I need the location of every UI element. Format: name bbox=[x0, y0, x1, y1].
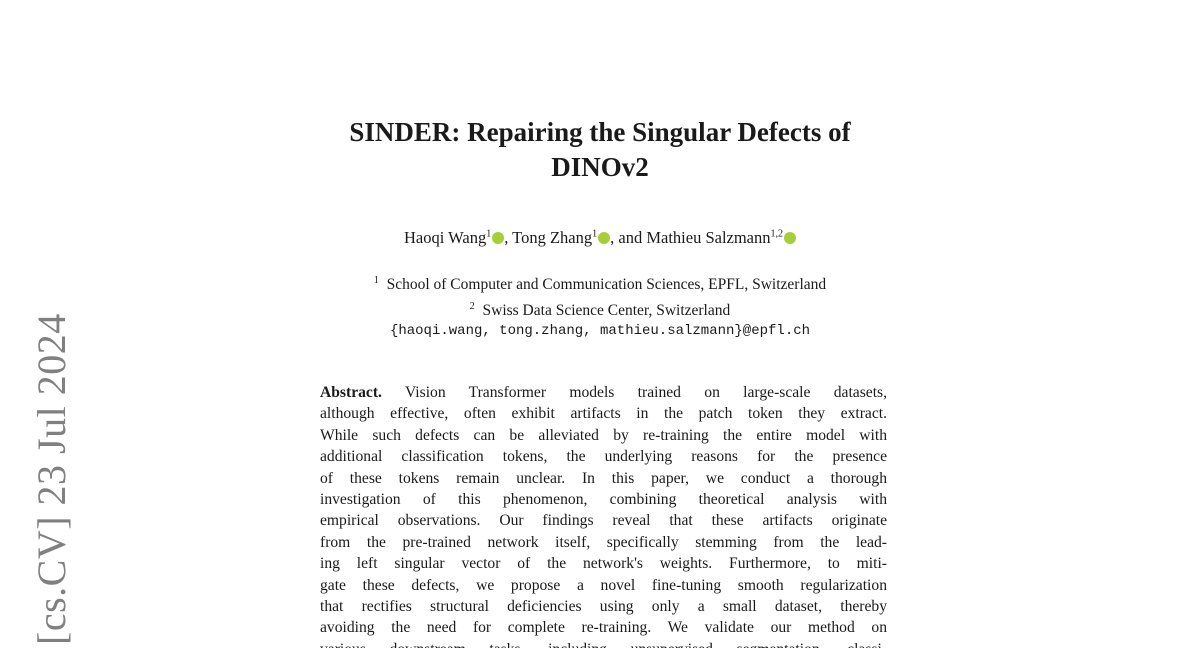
abstract-line: gate these defects, we propose a novel f… bbox=[320, 576, 887, 594]
author-name: Mathieu Salzmann bbox=[646, 228, 771, 247]
abstract-line: investigation of this phenomenon, combin… bbox=[320, 491, 887, 509]
author-list: Haoqi Wang1, Tong Zhang1, and Mathieu Sa… bbox=[250, 228, 950, 248]
author-affil-sup: 1 bbox=[486, 228, 492, 240]
abstract-line: Abstract. Vision Transformer models trai… bbox=[320, 382, 887, 403]
orcid-icon[interactable] bbox=[492, 232, 505, 244]
affiliation: 1 School of Computer and Communication S… bbox=[250, 270, 950, 296]
separator: , and bbox=[610, 228, 647, 247]
affil-text: School of Computer and Communication Sci… bbox=[386, 276, 827, 294]
abstract-line: avoiding the need for complete re-traini… bbox=[320, 619, 887, 637]
abstract-line: empirical observations. Our findings rev… bbox=[320, 512, 887, 530]
abstract: Abstract. Vision Transformer models trai… bbox=[320, 382, 887, 648]
abstract-line: although effective, often exhibit artifa… bbox=[320, 405, 887, 423]
paper-title: SINDER: Repairing the Singular Defects o… bbox=[250, 115, 950, 185]
email: {haoqi.wang, tong.zhang, mathieu.salzman… bbox=[389, 323, 811, 340]
affil-sup: 1 bbox=[373, 275, 379, 286]
arxiv-stamp: [cs.CV] 23 Jul 2024 bbox=[29, 313, 74, 645]
title-line: SINDER: Repairing the Singular Defects o… bbox=[349, 117, 851, 147]
separator: , bbox=[504, 228, 513, 247]
abstract-line: While such defects can be alleviated by … bbox=[320, 426, 887, 444]
author-affil-sup: 1 bbox=[592, 228, 598, 240]
abstract-label: Abstract. bbox=[320, 384, 382, 401]
affil-text: Swiss Data Science Center, Switzerland bbox=[482, 301, 731, 319]
abstract-line: ing left singular vector of the network'… bbox=[320, 555, 887, 573]
abstract-line: additional classification tokens, the un… bbox=[320, 448, 887, 466]
abstract-text: Vision Transformer models trained on lar… bbox=[381, 384, 887, 401]
author-affil-sup: 1,2 bbox=[770, 228, 784, 240]
abstract-line: various downstream tasks, including unsu… bbox=[320, 639, 887, 648]
author-name: Tong Zhang bbox=[512, 228, 593, 247]
affiliation: 2 Swiss Data Science Center, Switzerland bbox=[250, 296, 950, 322]
orcid-icon[interactable] bbox=[784, 232, 797, 244]
orcid-icon[interactable] bbox=[598, 232, 611, 244]
abstract-line: of these tokens remain unclear. In this … bbox=[320, 469, 887, 487]
title-line: DINOv2 bbox=[551, 152, 649, 182]
abstract-line: that rectifies structural deficiencies u… bbox=[320, 598, 887, 616]
affil-sup: 2 bbox=[469, 300, 475, 312]
author-name: Haoqi Wang bbox=[403, 228, 487, 247]
abstract-line: from the pre-trained network itself, spe… bbox=[320, 533, 887, 551]
affiliations: 1 School of Computer and Communication S… bbox=[250, 270, 950, 343]
